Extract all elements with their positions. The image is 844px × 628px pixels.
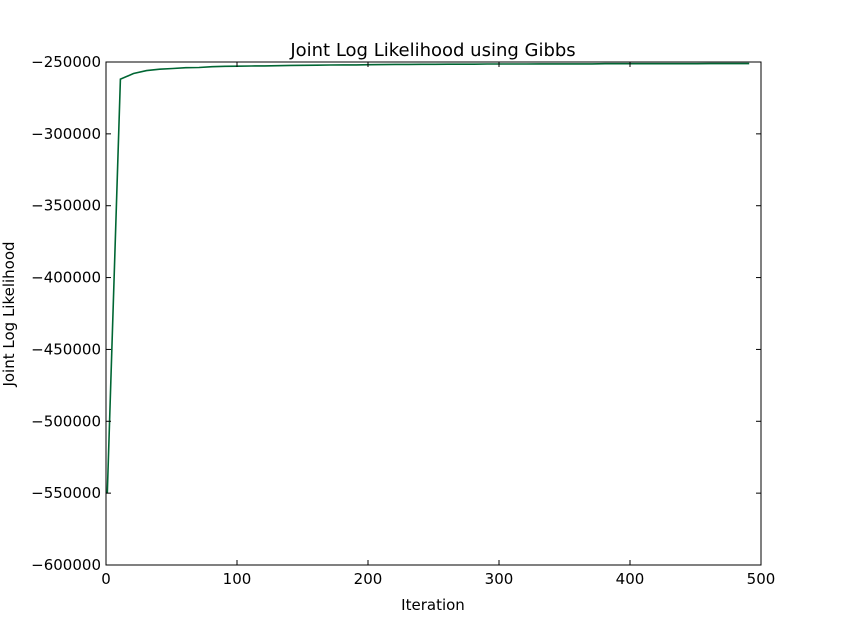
x-tick-label: 400 <box>616 570 645 588</box>
x-tick-label: 500 <box>747 570 776 588</box>
series-line <box>106 62 750 494</box>
y-tick-label: −550000 <box>31 484 101 502</box>
x-tick-label: 100 <box>223 570 252 588</box>
x-tick-label: 200 <box>354 570 383 588</box>
y-tick-label: −600000 <box>31 556 101 574</box>
x-axis: 0 100 200 300 400 500 <box>101 62 775 588</box>
y-tick-label: −400000 <box>31 269 101 287</box>
plot-frame <box>105 61 762 566</box>
y-axis-label: Joint Log Likelihood <box>0 241 18 387</box>
y-tick-label: −350000 <box>31 197 101 215</box>
y-tick-label: −500000 <box>31 412 101 430</box>
chart-title: Joint Log Likelihood using Gibbs <box>289 40 575 61</box>
y-tick-label: −450000 <box>31 340 101 358</box>
y-tick-label: −300000 <box>31 125 101 143</box>
y-axis: −600000 −550000 −500000 −450000 −400000 −3500… <box>31 53 761 574</box>
plot-area <box>105 61 762 566</box>
y-tick-label: −250000 <box>31 53 101 71</box>
x-tick-label: 0 <box>101 570 111 588</box>
x-axis-label: Iteration <box>401 596 465 614</box>
x-tick-label: 300 <box>485 570 514 588</box>
